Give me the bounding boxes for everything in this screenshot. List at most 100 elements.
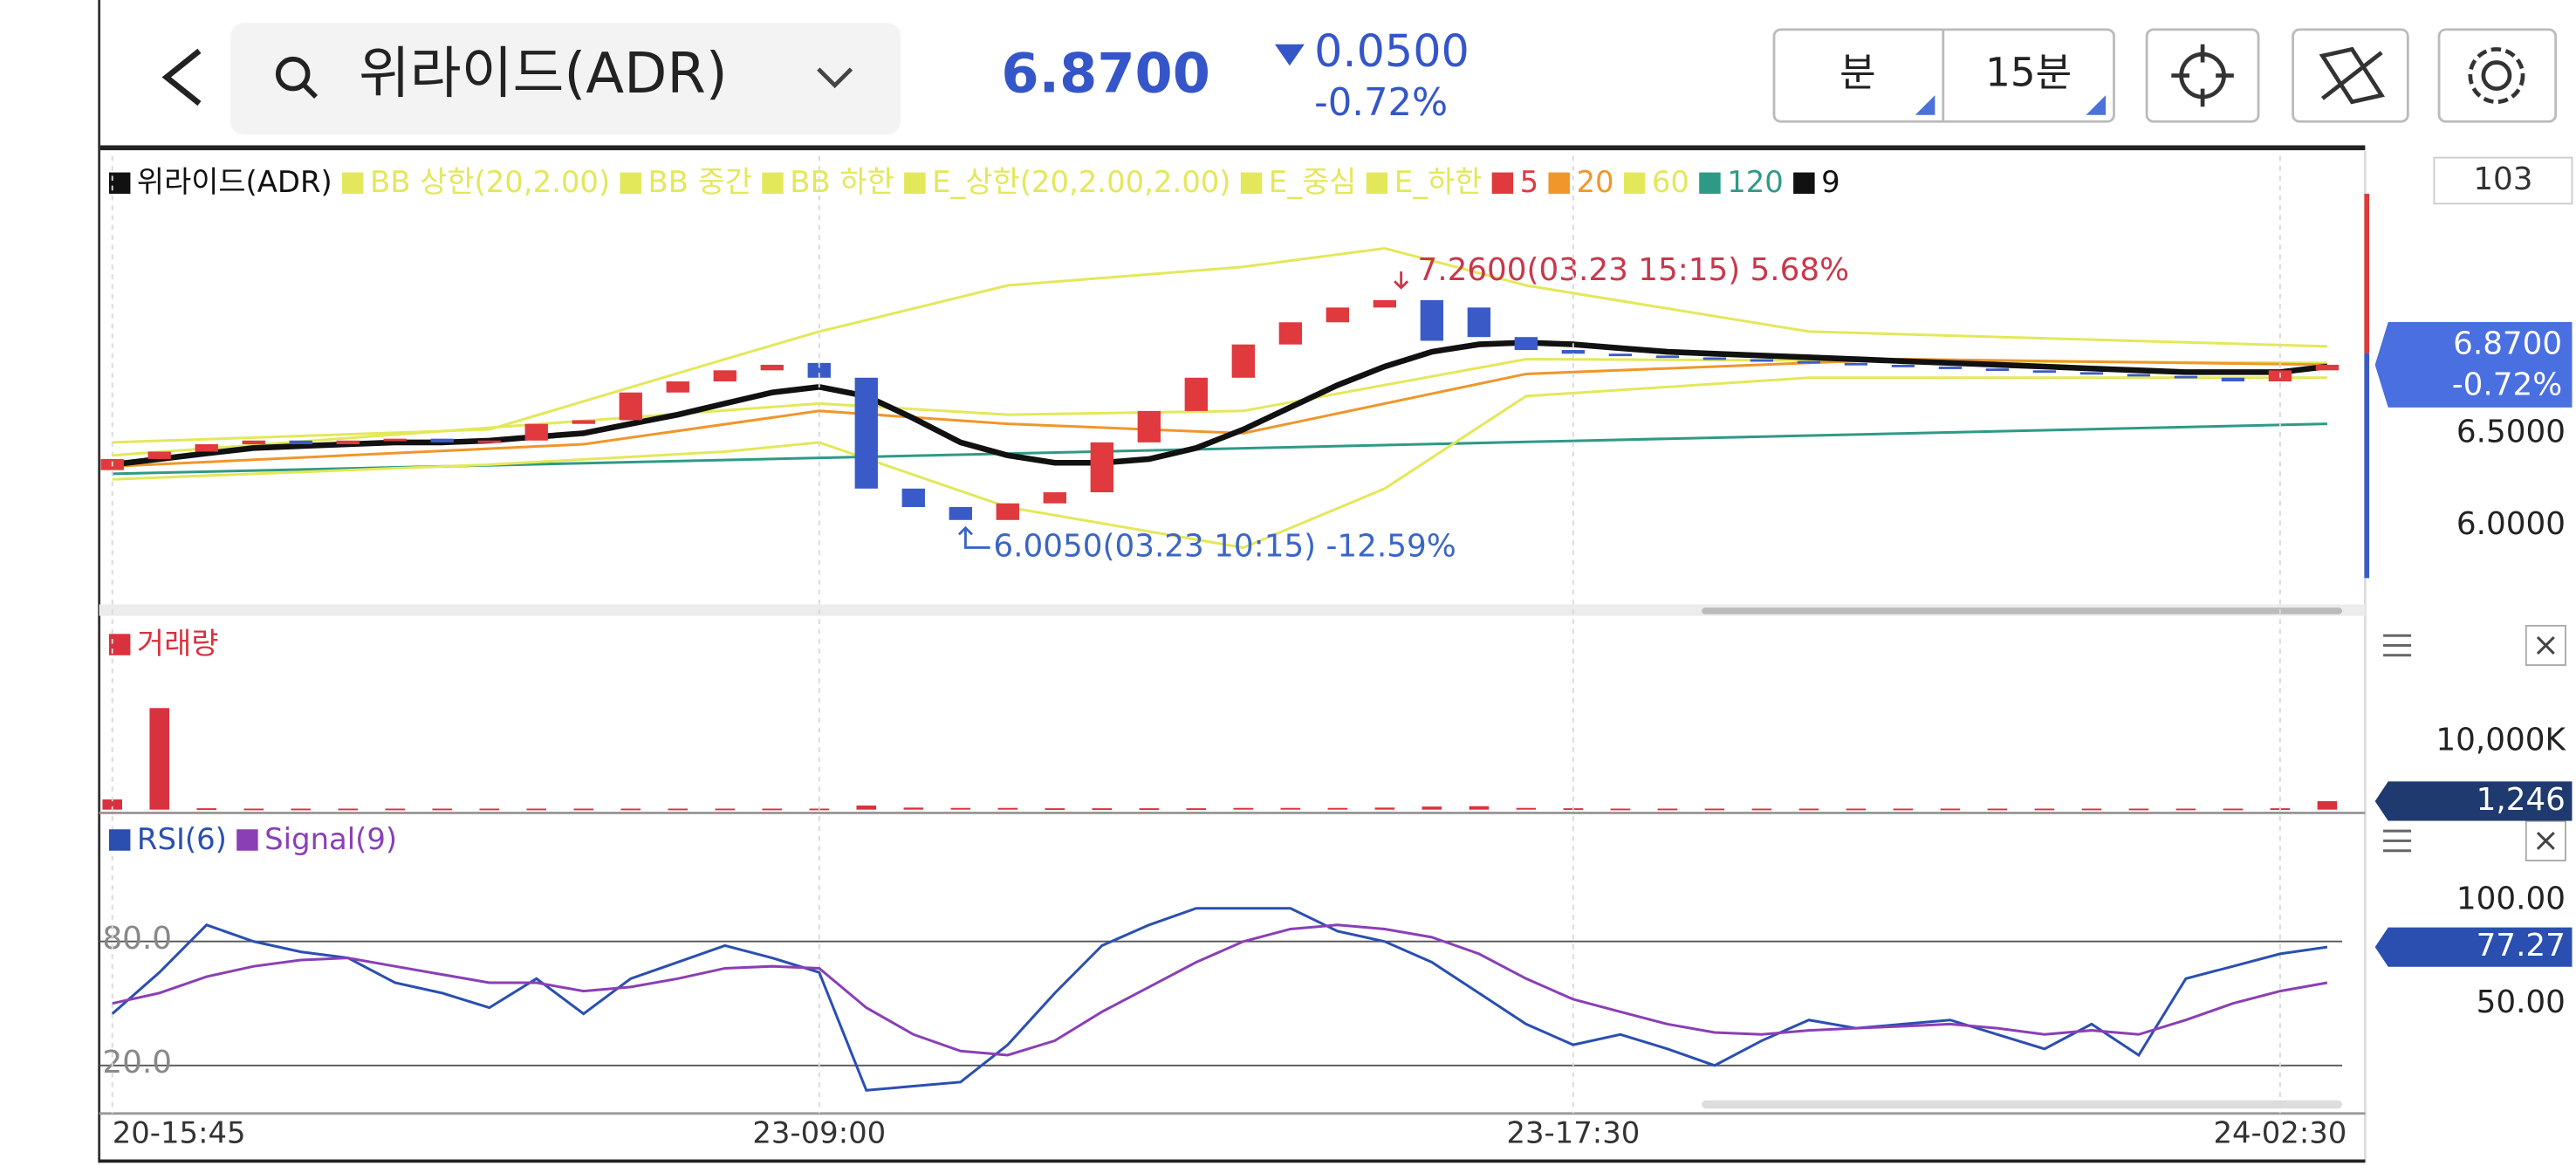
y-tick-label: 50.00 (2477, 984, 2566, 1020)
legend-swatch (1793, 172, 1815, 195)
candle (1514, 337, 1538, 351)
annotation-arrow (957, 525, 990, 549)
level-label: 20.0 (102, 1045, 172, 1080)
candle (524, 423, 548, 441)
legend-label: 20 (1576, 165, 1613, 199)
legend-swatch (1699, 172, 1721, 195)
legend-swatch (342, 172, 364, 195)
volume-bar (1798, 808, 1819, 811)
drawing-icon (2319, 46, 2386, 105)
volume-bar (243, 808, 264, 811)
legend-label: 60 (1652, 165, 1689, 199)
legend-swatch (762, 172, 784, 195)
volume-bar (385, 808, 406, 811)
volume-bar (1987, 808, 2008, 811)
candle (1184, 377, 1208, 411)
legend-label: E_하한 (1394, 165, 1483, 199)
x-tick-label: 24-02:30 (2213, 1116, 2346, 1150)
volume-bar (1751, 808, 1772, 811)
crosshair-button[interactable] (2145, 28, 2260, 123)
candle (1655, 355, 1680, 359)
candle (807, 362, 831, 378)
interval-unit[interactable]: 분 (1840, 50, 1876, 96)
corner-label: 103 (2473, 161, 2532, 197)
candle (949, 506, 972, 520)
volume-bar (1940, 808, 1961, 811)
current-change-label: -0.72% (2452, 367, 2562, 402)
candle (2079, 372, 2104, 375)
volume-bar (102, 799, 122, 810)
legend-label: E_상한(20,2.00,2.00) (932, 165, 1230, 199)
candle (996, 503, 1019, 520)
legend-label: 위라이드(ADR) (137, 165, 332, 199)
candle (760, 364, 784, 371)
menu-icon[interactable] (2383, 829, 2412, 853)
candle (1467, 307, 1491, 338)
settings-button[interactable] (2437, 28, 2558, 123)
volume-bar (715, 808, 736, 811)
candle (1043, 492, 1066, 504)
current-value-label: 1,246 (2477, 782, 2566, 818)
legend-swatch (1491, 172, 1514, 195)
volume-bar (2081, 808, 2102, 811)
legend-swatch (1366, 172, 1388, 195)
series-line (112, 358, 2327, 457)
menu-icon[interactable] (2383, 634, 2412, 657)
candle (2315, 364, 2340, 371)
candle (1891, 364, 1915, 367)
legend-label: BB 하한 (790, 165, 894, 199)
current-value-label: 6.8700 (2453, 326, 2562, 361)
volume-bar (338, 808, 359, 811)
y-tick-label: 6.0000 (2456, 506, 2566, 542)
candle (242, 440, 265, 444)
search-box[interactable] (230, 23, 901, 135)
candle (2127, 374, 2151, 377)
legend-label: E_중심 (1269, 165, 1357, 199)
legend-label: BB 상한(20,2.00) (370, 165, 610, 199)
volume-bar (432, 808, 453, 811)
interval[interactable]: 15분 (1985, 50, 2072, 96)
x-tick-label: 20-15:45 (113, 1116, 246, 1150)
volume-bar (1280, 807, 1301, 810)
volume-bar (1422, 806, 1442, 810)
volume-bar (1327, 807, 1348, 810)
corner-box (2433, 156, 2573, 205)
y-tick-label: 10,000K (2436, 723, 2566, 758)
volume-bar (762, 808, 783, 811)
settings-gear (2468, 47, 2525, 105)
volume-bar (2034, 808, 2055, 811)
legend-swatch (1548, 172, 1570, 195)
candle (2221, 377, 2245, 382)
crosshair-lines (2171, 44, 2234, 107)
candle (1090, 442, 1113, 493)
volume-bar (1139, 808, 1160, 810)
candle (2174, 375, 2198, 379)
candle (1420, 299, 1444, 341)
legend-label: Signal(9) (264, 822, 397, 856)
volume-bar (1516, 807, 1537, 810)
candle (1702, 357, 1727, 360)
candle (1278, 322, 1302, 345)
back-button[interactable] (161, 48, 202, 106)
candle (713, 370, 736, 382)
close-icon (2536, 831, 2555, 850)
legend-label: 거래량 (137, 627, 218, 661)
volume-bar (149, 708, 170, 810)
dropdown-icon[interactable] (817, 67, 853, 89)
candle (1326, 307, 1349, 323)
scroll-bar[interactable] (1702, 1100, 2343, 1109)
legend-label: 9 (1821, 165, 1840, 199)
current-price: 6.8700 (1001, 42, 1210, 106)
scroll-bar[interactable] (1702, 607, 2343, 614)
annotation-label: 7.2600(03.23 15:15) 5.68% (1417, 252, 1849, 288)
current-value-tag (2374, 781, 2573, 821)
legend-swatch (620, 172, 641, 195)
legend-swatch (904, 172, 926, 195)
volume-bar (1657, 808, 1678, 811)
candle (2032, 370, 2057, 374)
volume-bar (2317, 800, 2338, 810)
volume-bar (1704, 808, 1725, 811)
legend-label: 5 (1520, 165, 1539, 199)
